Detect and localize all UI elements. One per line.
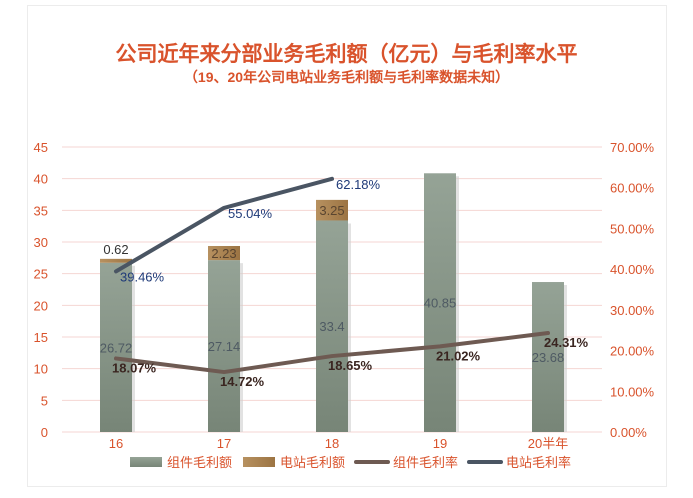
x-axis-tick: 19 bbox=[433, 436, 447, 451]
right-axis-tick: 20.00% bbox=[610, 344, 655, 359]
bar-component-gross-profit bbox=[532, 282, 564, 432]
bar-station-gross-profit bbox=[316, 199, 348, 221]
bar-component-gross-profit bbox=[208, 260, 240, 432]
bar-label: 0.62 bbox=[103, 242, 128, 257]
chart-frame bbox=[27, 5, 667, 487]
bar-label: 2.23 bbox=[211, 246, 236, 261]
x-axis-tick: 17 bbox=[217, 436, 231, 451]
line-label: 55.04% bbox=[228, 206, 273, 221]
left-axis-tick: 25 bbox=[34, 267, 48, 282]
x-axis-tick: 16 bbox=[109, 436, 123, 451]
line-label: 62.18% bbox=[336, 177, 381, 192]
left-axis-tick: 45 bbox=[34, 140, 48, 155]
line-label: 39.46% bbox=[120, 269, 165, 284]
bar-station-gross-profit bbox=[208, 245, 240, 261]
legend-swatch bbox=[130, 457, 162, 467]
bar-label: 40.85 bbox=[424, 296, 457, 311]
chart-title: 公司近年来分部业务毛利额（亿元）与毛利率水平 bbox=[115, 43, 578, 66]
right-axis-tick: 70.00% bbox=[610, 140, 655, 155]
bar-label: 3.25 bbox=[319, 203, 344, 218]
line-label: 18.07% bbox=[112, 360, 157, 375]
line-label: 14.72% bbox=[220, 374, 265, 389]
bar-component-gross-profit bbox=[424, 173, 456, 433]
right-axis-tick: 10.00% bbox=[610, 384, 655, 399]
right-axis-tick: 50.00% bbox=[610, 221, 655, 236]
bar-component-gross-profit bbox=[316, 220, 348, 432]
left-axis-tick: 5 bbox=[41, 393, 48, 408]
bar-label: 27.14 bbox=[208, 339, 241, 354]
left-axis-tick: 15 bbox=[34, 330, 48, 345]
left-axis-tick: 20 bbox=[34, 298, 48, 313]
legend-label: 组件毛利率 bbox=[393, 455, 458, 470]
right-axis-tick: 0.00% bbox=[610, 425, 647, 440]
legend-label: 电站毛利额 bbox=[280, 455, 345, 470]
right-axis-tick: 30.00% bbox=[610, 303, 655, 318]
left-axis-tick: 40 bbox=[34, 172, 48, 187]
left-axis-tick: 30 bbox=[34, 235, 48, 250]
bar-component-gross-profit bbox=[100, 262, 132, 432]
legend-label: 电站毛利率 bbox=[506, 455, 571, 470]
left-axis-tick: 35 bbox=[34, 203, 48, 218]
line-station-margin bbox=[114, 176, 334, 274]
x-axis-tick: 18 bbox=[325, 436, 339, 451]
right-axis-tick: 40.00% bbox=[610, 262, 655, 277]
bar-label: 23.68 bbox=[532, 350, 565, 365]
line-label: 21.02% bbox=[436, 348, 481, 363]
bar-station-gross-profit bbox=[100, 258, 132, 263]
line-label: 24.31% bbox=[544, 335, 589, 350]
line-component-margin bbox=[114, 331, 550, 375]
bar-label: 26.72 bbox=[100, 340, 133, 355]
left-axis-tick: 0 bbox=[41, 425, 48, 440]
right-axis-tick: 60.00% bbox=[610, 181, 655, 196]
line-label: 18.65% bbox=[328, 358, 373, 373]
x-axis-tick: 20半年 bbox=[528, 436, 568, 451]
legend-label: 组件毛利额 bbox=[167, 455, 232, 470]
left-axis-tick: 10 bbox=[34, 362, 48, 377]
chart-subtitle: （19、20年公司电站业务毛利额与毛利率数据未知） bbox=[183, 69, 510, 85]
legend-swatch bbox=[243, 457, 275, 467]
bar-label: 33.4 bbox=[319, 319, 344, 334]
